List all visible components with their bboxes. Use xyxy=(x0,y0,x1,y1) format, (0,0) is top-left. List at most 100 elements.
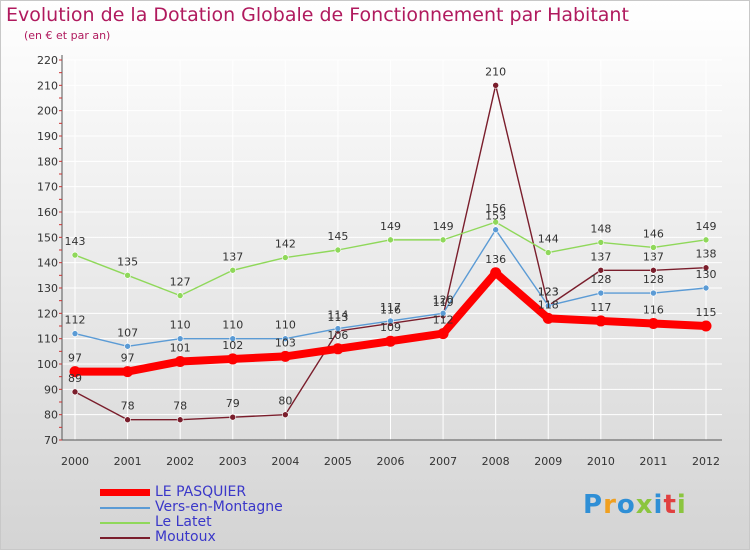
y-tick-label: 170 xyxy=(37,181,58,194)
data-label-vers-en-montagne: 112 xyxy=(65,314,86,327)
data-label-le-pasquier: 116 xyxy=(643,303,664,316)
data-label-moutoux: 137 xyxy=(590,250,611,263)
data-label-le-pasquier: 136 xyxy=(485,253,506,266)
data-label-moutoux: 119 xyxy=(433,296,454,309)
x-tick-label: 2002 xyxy=(166,455,194,468)
data-label-le-latet: 148 xyxy=(590,222,611,235)
data-point-le-latet xyxy=(544,249,552,256)
y-tick-label: 140 xyxy=(37,257,58,270)
data-point-vers-en-montagne xyxy=(124,342,131,350)
data-label-vers-en-montagne: 110 xyxy=(170,319,191,332)
data-label-vers-en-montagne: 120 xyxy=(433,293,454,306)
data-point-vers-en-montagne xyxy=(702,284,710,292)
data-point-le-latet xyxy=(387,236,394,244)
y-tick-label: 160 xyxy=(37,206,58,219)
data-label-le-pasquier: 97 xyxy=(68,352,82,365)
data-point-vers-en-montagne xyxy=(334,325,342,332)
data-label-vers-en-montagne: 110 xyxy=(275,319,296,332)
data-point-vers-en-montagne xyxy=(176,335,184,342)
data-point-le-latet xyxy=(124,272,131,279)
data-label-moutoux: 123 xyxy=(538,286,559,299)
data-label-moutoux: 137 xyxy=(643,250,664,263)
logo-letter: i xyxy=(653,490,664,520)
y-tick-label: 180 xyxy=(37,155,58,168)
data-point-vers-en-montagne xyxy=(71,330,79,337)
legend-label-moutoux: Moutoux xyxy=(155,529,216,545)
data-point-le-latet xyxy=(282,254,289,261)
legend-label-le-pasquier: LE PASQUIER xyxy=(155,484,247,500)
x-tick-label: 2012 xyxy=(692,455,720,468)
x-tick-label: 2006 xyxy=(377,455,405,468)
data-point-moutoux xyxy=(597,266,605,274)
y-tick-label: 190 xyxy=(37,130,58,143)
data-point-le-latet xyxy=(492,218,499,226)
logo-letter: o xyxy=(616,490,636,520)
x-tick-label: 2001 xyxy=(114,455,142,468)
data-label-le-pasquier: 101 xyxy=(170,341,191,354)
data-label-le-latet: 145 xyxy=(327,230,348,243)
data-point-moutoux xyxy=(702,264,710,272)
data-label-le-pasquier: 97 xyxy=(121,352,135,365)
data-point-le-pasquier xyxy=(174,355,186,367)
data-label-moutoux: 78 xyxy=(121,400,135,413)
legend-label-vers-en-montagne: Vers-en-Montagne xyxy=(155,499,283,515)
data-point-le-pasquier xyxy=(122,366,134,378)
data-point-le-latet xyxy=(229,266,237,274)
data-point-vers-en-montagne xyxy=(650,289,657,297)
data-point-le-pasquier xyxy=(227,353,239,365)
y-tick-label: 150 xyxy=(37,231,58,244)
logo-letter: P xyxy=(583,490,604,520)
data-point-le-pasquier xyxy=(385,335,396,347)
data-point-moutoux xyxy=(176,416,184,424)
x-tick-label: 2008 xyxy=(482,455,510,468)
data-point-le-pasquier xyxy=(490,267,502,279)
y-tick-label: 120 xyxy=(37,307,58,320)
logo-letter: t xyxy=(663,490,677,520)
data-label-le-pasquier: 106 xyxy=(327,329,348,342)
legend-label-le-latet: Le Latet xyxy=(155,514,212,530)
y-tick-label: 70 xyxy=(44,434,58,447)
data-point-moutoux xyxy=(650,266,657,274)
data-label-vers-en-montagne: 153 xyxy=(485,210,506,223)
y-tick-label: 220 xyxy=(37,54,58,67)
y-tick-label: 110 xyxy=(37,333,58,346)
data-label-le-latet: 149 xyxy=(380,220,401,233)
data-label-vers-en-montagne: 117 xyxy=(380,301,401,314)
legend-swatch-vers-en-montagne xyxy=(100,507,150,509)
data-label-vers-en-montagne: 114 xyxy=(327,309,348,322)
data-label-le-latet: 142 xyxy=(275,238,296,251)
data-point-le-pasquier xyxy=(595,315,607,327)
chart-subtitle: (en € et par an) xyxy=(24,29,111,42)
logo-letter: i xyxy=(676,490,687,520)
data-point-vers-en-montagne xyxy=(544,302,552,310)
data-point-le-pasquier xyxy=(332,343,344,355)
data-point-vers-en-montagne xyxy=(597,289,605,297)
data-label-le-pasquier: 115 xyxy=(696,306,717,319)
x-tick-label: 2000 xyxy=(61,455,89,468)
data-label-le-pasquier: 117 xyxy=(590,301,611,314)
x-tick-label: 2010 xyxy=(587,455,615,468)
data-label-le-latet: 144 xyxy=(538,233,559,246)
x-tick-label: 2007 xyxy=(429,455,457,468)
x-tick-label: 2011 xyxy=(639,455,667,468)
data-label-le-latet: 149 xyxy=(696,220,717,233)
data-label-le-latet: 149 xyxy=(433,220,454,233)
data-point-le-pasquier xyxy=(69,366,81,378)
y-tick-label: 90 xyxy=(44,383,58,396)
logo-letter: r xyxy=(603,490,617,520)
data-label-moutoux: 116 xyxy=(380,303,401,316)
data-point-moutoux xyxy=(492,82,499,89)
y-tick-label: 80 xyxy=(44,409,58,422)
data-point-moutoux xyxy=(124,416,131,424)
data-label-le-latet: 127 xyxy=(170,276,191,289)
data-point-vers-en-montagne xyxy=(282,335,289,342)
data-label-vers-en-montagne: 128 xyxy=(643,273,664,286)
data-label-le-latet: 135 xyxy=(117,255,138,268)
legend-swatch-le-pasquier xyxy=(100,489,150,496)
data-point-le-latet xyxy=(176,292,184,299)
y-tick-label: 200 xyxy=(37,105,58,118)
data-label-le-pasquier: 103 xyxy=(275,336,296,349)
data-point-le-pasquier xyxy=(647,317,659,329)
